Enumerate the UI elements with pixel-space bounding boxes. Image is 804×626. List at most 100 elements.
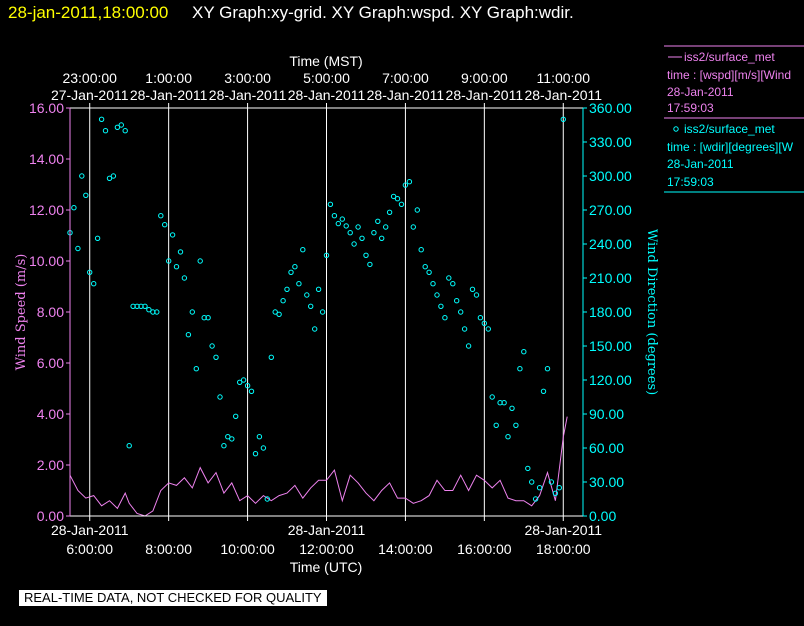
bottom-tick-date: 28-Jan-2011	[524, 522, 602, 538]
wind-direction-point	[469, 286, 476, 292]
left-tick-label: 2.00	[37, 457, 64, 473]
wind-direction-point	[402, 182, 409, 188]
bottom-tick-time: 16:00:00	[457, 541, 512, 557]
right-tick-label: 330.00	[589, 134, 632, 150]
wind-direction-point	[327, 201, 334, 208]
wind-direction-point	[438, 303, 444, 309]
header-graph-list: XY Graph:xy-grid. XY Graph:wspd. XY Grap…	[192, 3, 574, 22]
wind-direction-point	[162, 222, 168, 228]
wind-direction-point	[517, 366, 523, 372]
wind-direction-point	[244, 383, 251, 389]
wind-direction-point	[454, 298, 460, 304]
right-tick-label: 90.00	[589, 406, 624, 422]
wind-direction-point	[315, 286, 322, 292]
wind-direction-point	[335, 220, 341, 227]
wind-direction-point	[529, 479, 535, 485]
bottom-tick-time: 10:00:00	[220, 541, 275, 557]
wind-direction-point	[237, 379, 243, 385]
wind-direction-point	[379, 235, 385, 242]
wind-direction-point	[284, 286, 290, 292]
wind-direction-point	[375, 218, 381, 225]
wind-direction-point	[292, 264, 298, 270]
wind-direction-point	[233, 413, 239, 419]
right-tick-label: 180.00	[589, 304, 632, 320]
right-tick-label: 0.00	[589, 508, 616, 524]
wind-direction-point	[193, 366, 200, 372]
wind-direction-point	[343, 223, 349, 229]
wind-direction-point	[390, 193, 397, 200]
left-tick-label: 14.00	[29, 151, 64, 167]
wind-direction-point	[493, 422, 499, 428]
left-tick-label: 0.00	[37, 508, 64, 524]
wind-direction-point	[229, 436, 235, 442]
wind-direction-point	[434, 292, 440, 298]
wind-direction-point	[426, 269, 432, 275]
bottom-tick-date: 28-Jan-2011	[51, 522, 129, 538]
wind-direction-point	[481, 320, 487, 326]
top-tick-time: 5:00:00	[303, 70, 350, 86]
wind-direction-point	[197, 258, 203, 264]
top-tick-date: 28-Jan-2011	[524, 87, 602, 103]
wind-direction-point	[122, 128, 128, 134]
bottom-tick-time: 12:00:00	[299, 541, 354, 557]
wind-direction-point	[367, 261, 373, 268]
wind-direction-point	[458, 309, 464, 315]
legend-direction-swatch	[673, 126, 679, 132]
header-timestamp: 28-jan-2011,18:00:00	[8, 3, 168, 22]
right-tick-label: 30.00	[589, 474, 624, 490]
right-tick-label: 240.00	[589, 236, 632, 252]
wind-direction-point	[272, 309, 278, 315]
wind-direction-point	[363, 252, 369, 259]
wind-direction-point	[256, 434, 263, 440]
top-tick-time: 1:00:00	[145, 70, 192, 86]
wind-direction-point	[189, 309, 196, 315]
wind-direction-point	[552, 490, 559, 496]
bottom-tick-time: 6:00:00	[66, 541, 113, 557]
wind-direction-point	[248, 388, 255, 394]
top-tick-date: 27-Jan-2011	[51, 87, 129, 103]
right-tick-label: 360.00	[589, 100, 632, 116]
wind-direction-point	[556, 485, 562, 491]
wind-direction-point	[339, 216, 345, 222]
wind-direction-point	[79, 173, 85, 179]
wind-direction-point	[525, 465, 531, 472]
quality-disclaimer: REAL-TIME DATA, NOT CHECKED FOR QUALITY	[19, 590, 327, 606]
wind-direction-point	[501, 400, 507, 406]
wind-direction-point	[430, 281, 436, 287]
wind-direction-point	[114, 124, 121, 131]
wind-speed-series	[69, 416, 568, 517]
right-tick-label: 150.00	[589, 338, 632, 354]
wind-direction-point	[276, 311, 282, 317]
bottom-tick-date: 28-Jan-2011	[288, 522, 366, 538]
wind-direction-point	[418, 247, 424, 253]
wind-direction-point	[461, 326, 468, 332]
wind-direction-point	[126, 443, 132, 449]
wind-direction-point	[300, 247, 306, 253]
wind-direction-point	[513, 422, 519, 428]
wind-direction-point	[118, 122, 125, 128]
wind-direction-point	[410, 224, 416, 230]
bottom-axis-label: Time (UTC)	[290, 559, 363, 575]
wind-direction-series	[67, 116, 566, 502]
wind-direction-point	[296, 281, 302, 287]
wind-direction-point	[355, 224, 361, 230]
wind-direction-point	[83, 192, 89, 199]
legend-speed-label: iss2/surface_met	[684, 50, 775, 64]
left-tick-label: 8.00	[37, 304, 64, 320]
left-tick-label: 10.00	[29, 253, 64, 269]
wind-direction-point	[221, 443, 227, 449]
wind-direction-point	[225, 434, 231, 440]
wind-direction-point	[371, 230, 377, 236]
wind-direction-point	[280, 298, 286, 304]
wind-direction-point	[359, 235, 365, 242]
wind-speed-line	[69, 416, 568, 517]
wind-direction-point	[485, 326, 491, 332]
wind-direction-point	[532, 496, 539, 502]
legend-direction-time: 17:59:03	[667, 175, 714, 189]
wind-direction-point	[383, 224, 389, 230]
left-tick-label: 4.00	[37, 406, 64, 422]
left-tick-label: 16.00	[29, 100, 64, 116]
legend-direction-desc: time : [wdir][degrees][W	[667, 140, 794, 154]
wind-direction-point	[185, 332, 192, 338]
wind-direction-point	[154, 309, 160, 315]
